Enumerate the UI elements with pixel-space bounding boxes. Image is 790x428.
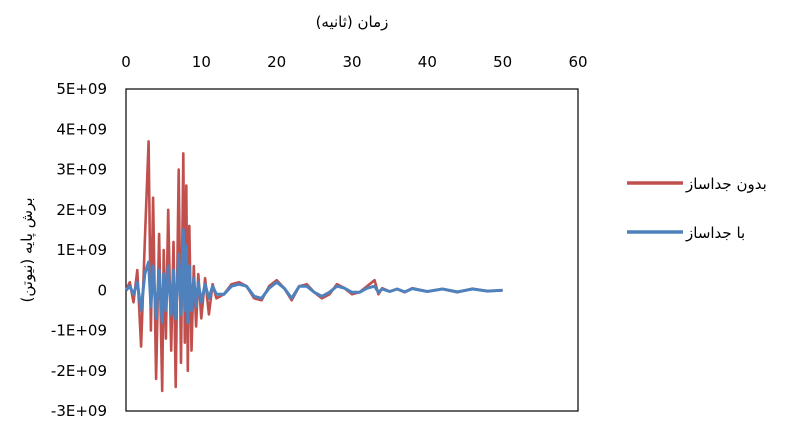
- y-tick-label: 4E+09: [56, 120, 107, 138]
- y-tick-label: -1E+09: [51, 322, 107, 340]
- y-tick-label: 0: [97, 281, 107, 299]
- series-line-1: [124, 140, 503, 393]
- y-tick-label: 5E+09: [56, 80, 107, 98]
- y-tick-label: -2E+09: [51, 362, 107, 380]
- legend: بدون جداساز با جداساز: [627, 175, 767, 242]
- y-tick-label: 2E+09: [56, 201, 107, 219]
- x-tick-label: 60: [568, 53, 587, 71]
- y-tick-label: 3E+09: [56, 161, 107, 179]
- x-tick-label: 30: [342, 53, 361, 71]
- x-tick-labels: 0 10 20 30 40 50 60: [121, 53, 587, 71]
- y-tick-labels: 5E+09 4E+09 3E+09 2E+09 1E+09 0 -1E+09 -2E+09 -3…: [51, 80, 107, 420]
- x-axis-label: زمان (ثانیه): [316, 13, 389, 31]
- y-axis-label: برش پایه (نیوتن): [18, 197, 37, 302]
- x-tick-label: 10: [192, 53, 211, 71]
- plot-area: [125, 88, 579, 412]
- x-tick-label: 50: [493, 53, 512, 71]
- legend-label-1: بدون جداساز: [685, 175, 767, 193]
- y-tick-label: 1E+09: [56, 241, 107, 259]
- series-layer: [124, 140, 503, 393]
- x-tick-label: 20: [267, 53, 286, 71]
- y-tick-label: -3E+09: [51, 402, 107, 420]
- legend-label-2: با جداساز: [685, 224, 745, 242]
- x-tick-label: 40: [418, 53, 437, 71]
- series-line-2: [124, 228, 503, 324]
- x-tick-label: 0: [121, 53, 131, 71]
